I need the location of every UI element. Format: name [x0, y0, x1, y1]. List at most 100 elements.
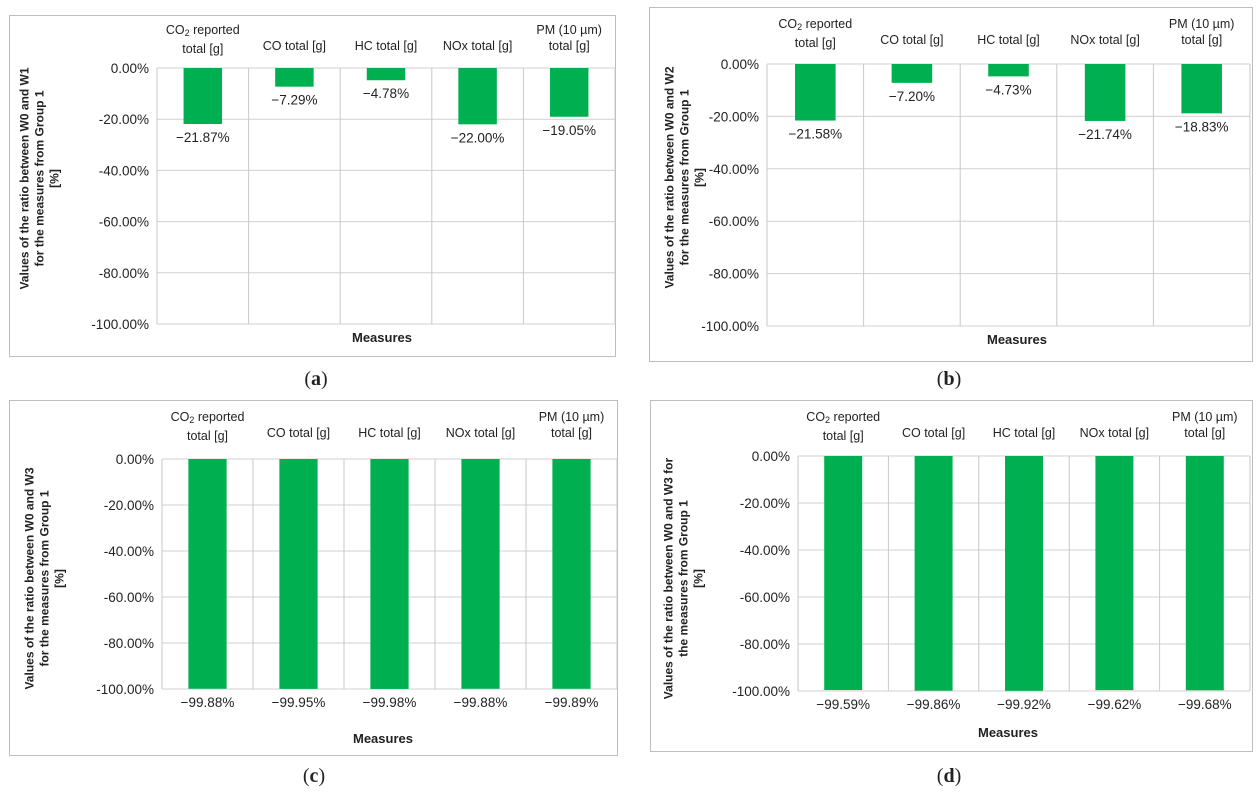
y-tick-label: -20.00% [709, 109, 759, 124]
chart-panel-a: 0.00% -20.00% -40.00% -60.00% -80.00% -100.00… [9, 15, 616, 357]
category-label: NOx total [g] [442, 39, 513, 53]
category-label: CO2 reported total [g] [806, 410, 881, 443]
data-label: −21.74% [1078, 127, 1132, 142]
bar [988, 64, 1029, 77]
panel-caption-b: (b) [936, 368, 962, 390]
y-tick-label: -60.00% [740, 590, 790, 605]
data-label: −22.00% [451, 130, 505, 145]
panel-caption-d: (d) [936, 765, 962, 787]
y-tick-label: -60.00% [709, 214, 759, 229]
x-axis-label-b: Measures [987, 332, 1047, 347]
y-tick-label: -80.00% [99, 266, 149, 281]
bar [891, 64, 933, 83]
y-tick-label: -40.00% [104, 544, 154, 559]
bar [370, 459, 409, 689]
data-label: −4.73% [985, 82, 1031, 97]
bar [1084, 64, 1126, 121]
bar [458, 68, 497, 125]
y-tick-label: -20.00% [104, 498, 154, 513]
panel-caption-a: (a) [304, 368, 328, 390]
category-label: HC total [g] [358, 426, 421, 440]
data-label: −7.20% [889, 89, 935, 104]
category-label: NOx total [g] [445, 426, 516, 440]
data-label: −99.59% [816, 697, 870, 712]
y-tick-label: -100.00% [96, 682, 154, 697]
data-label: −99.95% [272, 695, 326, 710]
category-label: CO2 reported total [g] [165, 23, 240, 56]
y-tick-label: -80.00% [740, 637, 790, 652]
bar [461, 459, 500, 689]
data-label: −99.92% [997, 697, 1051, 712]
data-label: −99.68% [1178, 697, 1232, 712]
y-tick-label: -40.00% [740, 543, 790, 558]
y-tick-label: 0.00% [111, 61, 149, 76]
y-tick-label: 0.00% [752, 449, 790, 464]
y-tick-label: -20.00% [740, 496, 790, 511]
bar-chart-a: 0.00% -20.00% -40.00% -60.00% -80.00% -100.00… [91, 61, 616, 332]
y-axis-label-d: Values of the ratio between W0 and W3 fo… [661, 457, 706, 700]
y-tick-label: -80.00% [709, 267, 759, 282]
data-label: −99.88% [181, 695, 235, 710]
bar [795, 64, 836, 121]
data-label: −99.86% [907, 697, 961, 712]
category-label: CO2 reported total [g] [778, 17, 853, 50]
y-tick-label: -20.00% [99, 112, 149, 127]
data-label: −21.58% [788, 127, 842, 142]
bar [549, 68, 589, 117]
category-label: NOx total [g] [1070, 33, 1140, 47]
category-label: HC total [g] [992, 426, 1056, 440]
y-tick-label: -40.00% [99, 163, 149, 178]
category-label: PM (10 µm) total [g] [1168, 17, 1235, 47]
bar [1095, 456, 1134, 691]
bar-chart-d: 0.00% -20.00% -40.00% -60.00% -80.00% -100.00… [732, 449, 1251, 712]
y-tick-label: -60.00% [99, 215, 149, 230]
y-tick-label: -80.00% [104, 636, 154, 651]
y-tick-label: -100.00% [91, 317, 149, 332]
y-tick-label: 0.00% [116, 452, 154, 467]
bar [188, 459, 227, 689]
category-label: CO total [g] [880, 33, 944, 47]
category-label: PM (10 µm) total [g] [1172, 410, 1238, 440]
bar-chart-c: 0.00% -20.00% -40.00% -60.00% -80.00% -100.00… [96, 452, 618, 710]
category-label: HC total [g] [354, 39, 418, 53]
data-label: −21.87% [176, 130, 230, 145]
bar [552, 459, 591, 689]
category-label: PM (10 µm) total [g] [536, 23, 602, 53]
panel-caption-c: (c) [302, 765, 326, 787]
category-label: CO total [g] [266, 426, 331, 440]
data-label: −4.78% [363, 86, 409, 101]
data-label: −19.05% [542, 123, 596, 138]
bar [824, 456, 863, 691]
x-axis-label-c: Measures [353, 731, 413, 746]
y-tick-label: -40.00% [709, 162, 759, 177]
bar [366, 68, 406, 81]
data-label: −99.98% [363, 695, 417, 710]
bar [1005, 456, 1043, 691]
data-label: −99.88% [454, 695, 508, 710]
y-tick-label: -100.00% [732, 684, 790, 699]
data-label: −7.29% [271, 93, 317, 108]
bar [914, 456, 953, 691]
x-axis-label-d: Measures [978, 725, 1038, 740]
category-label: CO2 reported total [g] [170, 410, 245, 443]
x-axis-label-a: Measures [352, 330, 412, 345]
bar [1181, 64, 1222, 114]
data-label: −99.62% [1088, 697, 1142, 712]
y-tick-label: -100.00% [701, 319, 759, 334]
category-label: NOx total [g] [1079, 426, 1150, 440]
chart-panel-b: 0.00% -20.00% -40.00% -60.00% -80.00% -100.00… [649, 7, 1253, 362]
y-tick-label: -60.00% [104, 590, 154, 605]
category-label: CO total [g] [901, 426, 966, 440]
y-axis-label-a: Values of the ratio between W0 and W1 fo… [17, 67, 62, 290]
bar-chart-b: 0.00% -20.00% -40.00% -60.00% -80.00% -100.00… [701, 57, 1251, 334]
data-label: −18.83% [1175, 119, 1229, 134]
y-axis-label-b: Values of the ratio between W0 and W2 fo… [662, 66, 707, 289]
category-label: HC total [g] [977, 33, 1040, 47]
category-label: PM (10 µm) total [g] [538, 410, 605, 440]
bar [275, 68, 314, 87]
bar [279, 459, 318, 689]
category-label: CO total [g] [262, 39, 326, 53]
y-axis-label-c: Values of the ratio between W0 and W3 fo… [22, 467, 67, 690]
chart-panel-c: 0.00% -20.00% -40.00% -60.00% -80.00% -100.00… [9, 400, 618, 756]
bar [1185, 456, 1224, 691]
